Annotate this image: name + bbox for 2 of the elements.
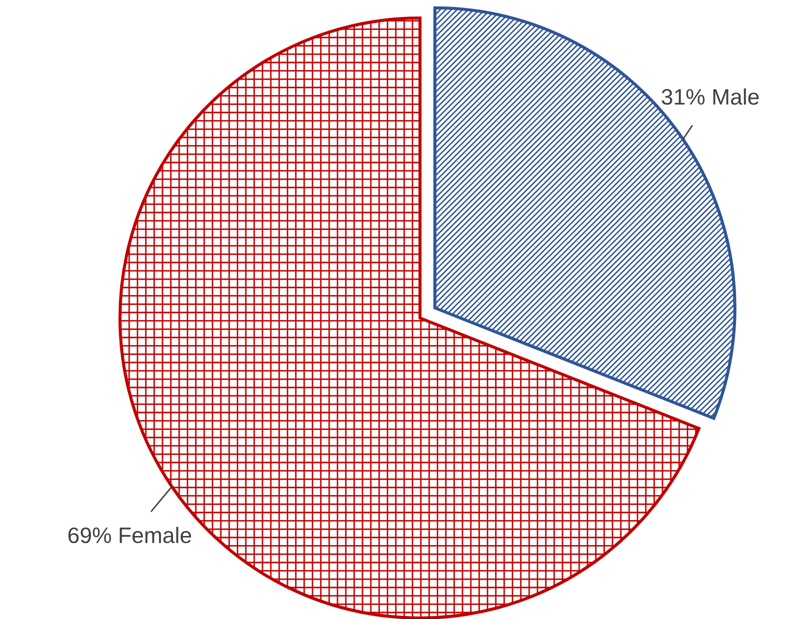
- slice-label: 69% Female: [68, 526, 192, 544]
- slice-label: 31% Male: [662, 88, 759, 105]
